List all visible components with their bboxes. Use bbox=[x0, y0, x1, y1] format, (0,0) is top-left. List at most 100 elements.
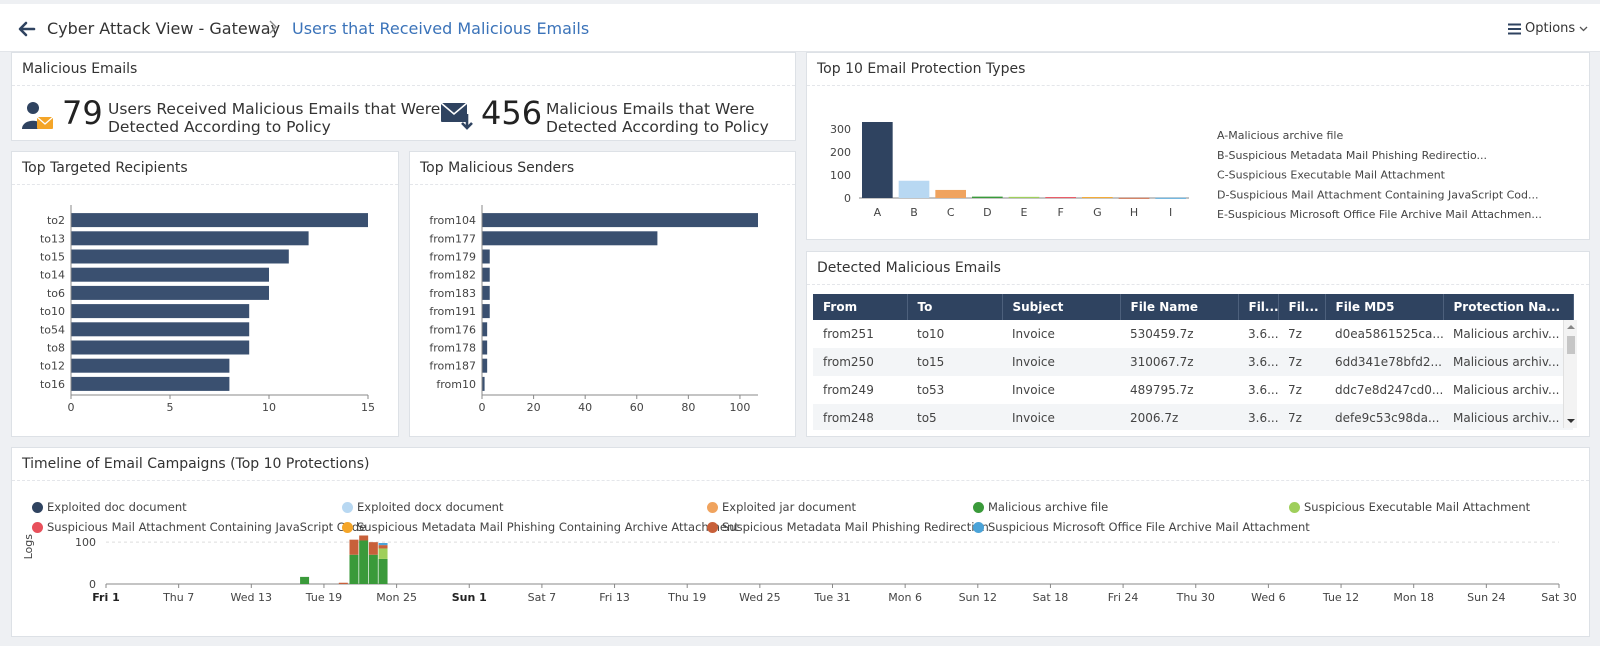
table-cell: ddc7e8d247cd0... bbox=[1335, 383, 1443, 397]
legend-swatch bbox=[707, 521, 718, 533]
x-tick-label: Tue 31 bbox=[813, 591, 850, 604]
category-label: to12 bbox=[40, 360, 65, 373]
category-label: from182 bbox=[429, 269, 476, 282]
x-tick-label: 40 bbox=[578, 401, 592, 414]
x-tick-label: Thu 19 bbox=[667, 591, 706, 604]
x-tick-label: Sun 12 bbox=[959, 591, 997, 604]
table-row[interactable]: from248 to5 Invoice 2006.7z 3.6... 7z defe9c53… bbox=[813, 404, 1573, 430]
category-label: E bbox=[1021, 206, 1028, 219]
divider bbox=[807, 85, 1589, 86]
column-header[interactable]: Fil... bbox=[1238, 294, 1279, 320]
scroll-down-icon[interactable] bbox=[1564, 416, 1577, 426]
kpi-users-label-line2: Detected According to Policy bbox=[108, 118, 331, 136]
bar-segment bbox=[368, 542, 378, 555]
y-tick-label: 0 bbox=[89, 578, 96, 591]
column-header[interactable]: File Name bbox=[1120, 294, 1239, 320]
table-scrollbar[interactable] bbox=[1563, 320, 1577, 428]
legend-item[interactable]: Suspicious Metadata Mail Phishing Redire… bbox=[707, 520, 989, 534]
timeline-panel: Timeline of Email Campaigns (Top 10 Prot… bbox=[11, 447, 1590, 637]
options-menu-button[interactable]: Options bbox=[1508, 21, 1588, 36]
table-row[interactable]: from251 to10 Invoice 530459.7z 3.6... 7z d0ea5… bbox=[813, 320, 1573, 348]
table-cell: from250 bbox=[813, 348, 907, 376]
scroll-up-icon[interactable] bbox=[1564, 322, 1577, 332]
legend-swatch bbox=[32, 521, 43, 533]
x-tick-label: Fri 13 bbox=[599, 591, 630, 604]
back-arrow-icon[interactable] bbox=[16, 18, 38, 40]
legend-item[interactable]: Exploited docx document bbox=[342, 500, 503, 514]
column-header[interactable]: Subject bbox=[1002, 294, 1121, 320]
scrollbar-thumb[interactable] bbox=[1567, 336, 1575, 354]
legend-item[interactable]: Suspicious Mail Attachment Containing Ja… bbox=[32, 520, 366, 534]
x-tick-label: 0 bbox=[479, 401, 486, 414]
panel-title: Timeline of Email Campaigns (Top 10 Prot… bbox=[22, 456, 370, 472]
legend-label: Suspicious Metadata Mail Phishing Contai… bbox=[357, 520, 739, 534]
category-label: from10 bbox=[436, 378, 476, 391]
bar-segment bbox=[359, 535, 369, 541]
legend-item[interactable]: Exploited jar document bbox=[707, 500, 856, 514]
category-label: from176 bbox=[429, 323, 476, 336]
bar bbox=[482, 376, 485, 391]
column-header[interactable]: To bbox=[907, 294, 1003, 320]
column-header[interactable]: From bbox=[813, 294, 908, 320]
table-cell: defe9c53c98da... bbox=[1325, 404, 1443, 430]
table-row[interactable]: from250 to15 Invoice 310067.7z 3.6... 7z 6dd34… bbox=[813, 348, 1573, 376]
column-header[interactable]: Protection Na... bbox=[1443, 294, 1574, 320]
bar bbox=[482, 213, 758, 228]
bar-segment bbox=[378, 548, 388, 559]
legend-item[interactable]: Exploited doc document bbox=[32, 500, 187, 514]
category-label: to8 bbox=[47, 342, 65, 355]
table-row[interactable]: from249 to53 Invoice 489795.7z 3.6... 7z ddc7e… bbox=[813, 376, 1573, 404]
table-cell: to5 bbox=[907, 404, 1002, 430]
x-tick-label: Sat 7 bbox=[528, 591, 557, 604]
senders-bar-chart: from104 from177 from179 from182 from183 from1… bbox=[429, 205, 758, 414]
top-targeted-recipients-panel: Top Targeted Recipients to2 to13 to15 to14 t… bbox=[11, 151, 399, 437]
x-tick-label: 10 bbox=[262, 401, 276, 414]
legend-label: Suspicious Microsoft Office File Archive… bbox=[988, 520, 1310, 534]
legend-label: Suspicious Executable Mail Attachment bbox=[1304, 500, 1531, 514]
divider bbox=[12, 184, 398, 185]
x-tick-label: Wed 25 bbox=[739, 591, 780, 604]
category-label: to54 bbox=[40, 323, 65, 336]
bar bbox=[71, 231, 309, 246]
table-cell: to53 bbox=[917, 383, 945, 397]
bar-segment bbox=[300, 576, 310, 584]
category-label: G bbox=[1093, 206, 1102, 219]
bar bbox=[1082, 197, 1113, 199]
panel-title: Detected Malicious Emails bbox=[817, 260, 1001, 276]
column-header[interactable]: File MD5 bbox=[1325, 294, 1444, 320]
bar bbox=[482, 249, 490, 264]
legend-swatch bbox=[342, 501, 353, 513]
category-label: H bbox=[1130, 206, 1138, 219]
breadcrumb-parent[interactable]: Cyber Attack View - Gateway bbox=[47, 19, 281, 38]
category-label: D bbox=[983, 206, 991, 219]
protection-types-bar-chart: 0 100 200 300 A B C D E F G H I A-Malicious archive f… bbox=[830, 122, 1542, 221]
bar-segment bbox=[349, 554, 359, 584]
y-tick-label: 100 bbox=[75, 536, 96, 549]
divider bbox=[807, 284, 1589, 285]
column-header[interactable]: Fil... bbox=[1278, 294, 1326, 320]
panel-title: Top Malicious Senders bbox=[420, 160, 575, 176]
legend-item[interactable]: Suspicious Metadata Mail Phishing Contai… bbox=[342, 520, 739, 534]
table-header-row: From To Subject File Name Fil... Fil... … bbox=[813, 294, 1574, 320]
timeline-stacked-bar-chart: Logs 0 100 Fri 1 Thu 7 Wed 13 Tue 19 Mon 25 Sun … bbox=[22, 534, 1577, 604]
category-label: C bbox=[947, 206, 955, 219]
bar bbox=[1008, 196, 1040, 198]
bar bbox=[71, 376, 230, 391]
bar-segment bbox=[378, 545, 388, 549]
legend-item[interactable]: Malicious archive file bbox=[973, 500, 1108, 514]
legend-label: Suspicious Mail Attachment Containing Ja… bbox=[47, 520, 367, 534]
legend-label: Malicious archive file bbox=[988, 500, 1109, 514]
x-tick-label: 15 bbox=[361, 401, 375, 414]
x-tick-label: 5 bbox=[167, 401, 174, 414]
legend-item[interactable]: Suspicious Executable Mail Attachment bbox=[1289, 500, 1530, 514]
detected-emails-table-wrapper: From To Subject File Name Fil... Fil... … bbox=[813, 294, 1577, 430]
bar bbox=[862, 122, 893, 198]
category-label: from183 bbox=[429, 287, 476, 300]
bar-segment bbox=[378, 543, 388, 546]
legend-label: Suspicious Metadata Mail Phishing Redire… bbox=[722, 520, 989, 534]
category-label: to2 bbox=[47, 214, 65, 227]
bar bbox=[482, 358, 488, 373]
x-tick-label: 80 bbox=[681, 401, 695, 414]
x-tick-label: Mon 18 bbox=[1393, 591, 1434, 604]
legend-item[interactable]: Suspicious Microsoft Office File Archive… bbox=[973, 520, 1310, 534]
